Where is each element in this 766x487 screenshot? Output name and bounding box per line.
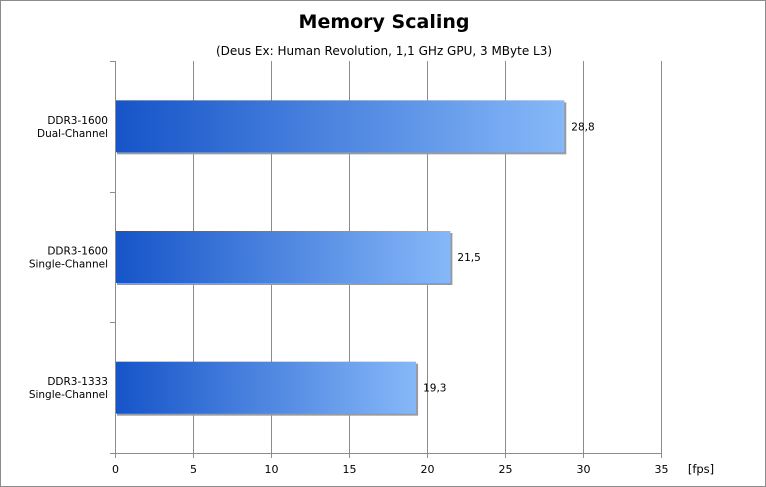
x-tick-label: 0: [112, 463, 119, 476]
bar: [115, 100, 565, 153]
category-label: DDR3-1600: [47, 115, 108, 127]
labels: 0 5 10 15 20 25 30 35 [fps]28,8DDR3-1600Dual-Cha…: [29, 115, 714, 476]
chart-title: Memory Scaling: [298, 11, 470, 33]
x-tick-label: 25: [499, 463, 513, 476]
x-tick-label: 15: [343, 463, 357, 476]
bar: [115, 231, 451, 283]
axes: [110, 61, 662, 458]
data-label: 28,8: [571, 121, 594, 133]
bar: [115, 361, 417, 414]
category-label: DDR3-1600: [47, 246, 108, 258]
category-label: Single-Channel: [29, 259, 108, 271]
category-label: Single-Channel: [29, 389, 108, 401]
bars: [115, 100, 567, 416]
x-tick-label: 5: [190, 463, 197, 476]
data-label: 21,5: [457, 252, 480, 264]
x-tick-label: 20: [421, 463, 435, 476]
category-label: Dual-Channel: [37, 128, 108, 140]
x-tick-label: 30: [577, 463, 591, 476]
data-label: 19,3: [423, 383, 446, 395]
category-label: DDR3-1333: [47, 376, 108, 388]
chart-subtitle: (Deus Ex: Human Revolution, 1,1 GHz GPU,…: [215, 44, 553, 58]
x-tick-label: 10: [265, 463, 279, 476]
x-unit-label: [fps]: [688, 462, 714, 476]
x-tick-label: 35: [655, 463, 669, 476]
